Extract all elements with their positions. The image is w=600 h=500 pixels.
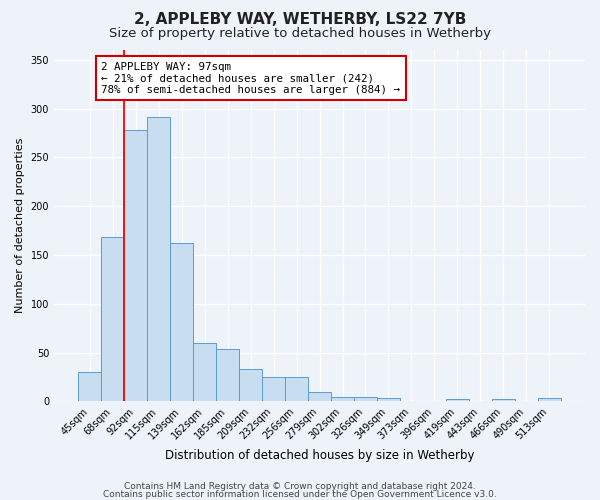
Bar bbox=[377, 398, 400, 402]
Bar bbox=[308, 392, 331, 402]
Bar bbox=[193, 343, 216, 402]
Bar bbox=[285, 377, 308, 402]
Text: 2 APPLEBY WAY: 97sqm
← 21% of detached houses are smaller (242)
78% of semi-deta: 2 APPLEBY WAY: 97sqm ← 21% of detached h… bbox=[101, 62, 400, 95]
Y-axis label: Number of detached properties: Number of detached properties bbox=[15, 138, 25, 314]
Bar bbox=[492, 400, 515, 402]
Bar bbox=[354, 396, 377, 402]
Text: 2, APPLEBY WAY, WETHERBY, LS22 7YB: 2, APPLEBY WAY, WETHERBY, LS22 7YB bbox=[134, 12, 466, 28]
Bar bbox=[147, 118, 170, 402]
Text: Size of property relative to detached houses in Wetherby: Size of property relative to detached ho… bbox=[109, 28, 491, 40]
Text: Contains public sector information licensed under the Open Government Licence v3: Contains public sector information licen… bbox=[103, 490, 497, 499]
Bar bbox=[78, 372, 101, 402]
Bar bbox=[239, 369, 262, 402]
Text: Contains HM Land Registry data © Crown copyright and database right 2024.: Contains HM Land Registry data © Crown c… bbox=[124, 482, 476, 491]
Bar bbox=[124, 130, 147, 402]
Bar bbox=[446, 400, 469, 402]
Bar bbox=[538, 398, 561, 402]
Bar bbox=[216, 348, 239, 402]
X-axis label: Distribution of detached houses by size in Wetherby: Distribution of detached houses by size … bbox=[165, 450, 474, 462]
Bar bbox=[262, 377, 285, 402]
Bar bbox=[331, 396, 354, 402]
Bar bbox=[170, 244, 193, 402]
Bar bbox=[101, 238, 124, 402]
